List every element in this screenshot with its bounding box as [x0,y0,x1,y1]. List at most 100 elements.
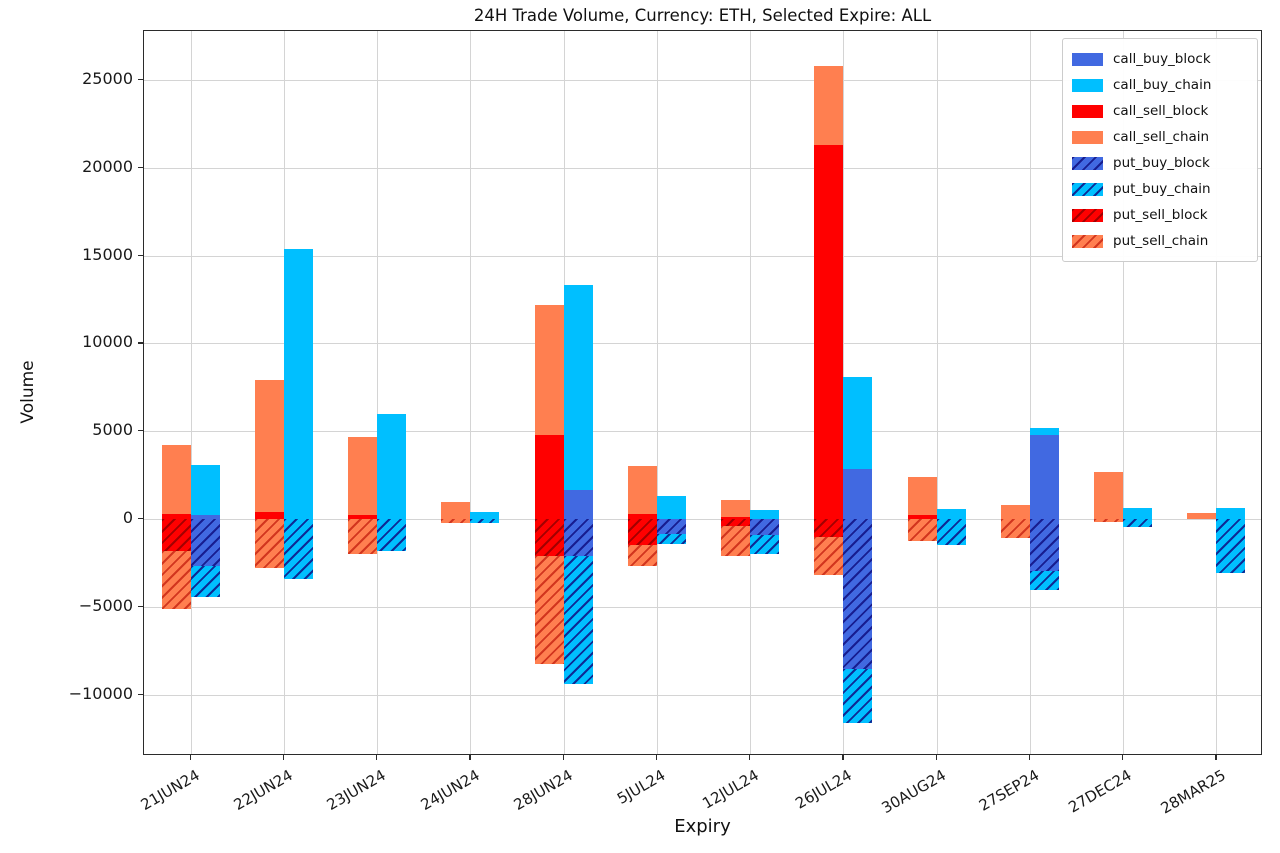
y-tick-mark [138,342,143,344]
legend-label: put_sell_block [1113,207,1208,223]
bar-segment-call_buy_chain [843,376,873,469]
bar-segment-put_sell_block [814,519,844,538]
bar-segment-call_buy_block [843,468,873,519]
bar-segment-call_sell_chain [907,476,937,515]
gridline-horizontal [144,431,1261,433]
bar-segment-put_buy_chain [1029,570,1059,591]
x-tick-label: 24JUN24 [417,766,483,814]
gridline-horizontal [144,80,1261,82]
x-tick-mark [282,755,285,760]
x-tick-label: 28MAR25 [1157,766,1229,818]
bar-segment-put_sell_block [627,519,657,546]
bar-segment-call_sell_chain [627,466,657,514]
bar-segment-call_sell_block [348,514,378,519]
bar-segment-call_sell_block [814,145,844,519]
bar-segment-call_sell_chain [348,437,378,515]
gridline-horizontal [144,255,1261,257]
y-tick-mark [138,79,143,81]
legend-entry-put_sell_chain: put_sell_chain [1072,228,1248,254]
bar-segment-call_sell_chain [814,66,844,146]
x-tick-label: 21JUN24 [137,766,203,814]
legend-swatch-call_sell_block [1072,104,1103,118]
x-tick-label: 27DEC24 [1065,766,1136,817]
bar-segment-put_sell_block [534,519,564,556]
bar-segment-put_buy_chain [750,534,780,555]
gridline-vertical [1216,31,1218,754]
x-tick-label: 27SEP24 [975,766,1042,815]
bar-segment-call_buy_chain [656,496,686,519]
bar-segment-call_sell_chain [161,445,191,514]
y-tick-label: 15000 [82,244,133,264]
y-tick-mark [138,430,143,432]
legend-entry-call_sell_block: call_sell_block [1072,98,1248,124]
legend-label: call_sell_chain [1113,129,1210,145]
bar-segment-put_sell_chain [627,545,657,566]
x-tick-mark [655,755,658,760]
bar-segment-put_buy_block [190,519,220,567]
bar-segment-call_buy_chain [1216,508,1246,519]
x-tick-mark [469,755,471,760]
y-tick-label: 5000 [92,420,133,440]
bar-segment-call_sell_block [534,434,564,519]
legend-label: put_buy_block [1113,155,1210,171]
bar-segment-put_sell_chain [534,555,564,664]
legend-entry-put_sell_block: put_sell_block [1072,202,1248,228]
legend-entry-call_buy_block: call_buy_block [1072,46,1248,72]
x-tick-mark [842,755,844,760]
bar-segment-call_buy_chain [1029,427,1059,435]
legend-swatch-put_sell_chain [1072,234,1103,248]
y-tick-label: 10000 [82,332,133,352]
x-tick-mark [562,755,564,760]
x-tick-mark [935,755,937,760]
bar-segment-call_sell_chain [534,304,564,435]
bar-segment-call_buy_chain [190,464,220,515]
legend-label: put_buy_chain [1113,181,1211,197]
legend-label: call_buy_chain [1113,77,1212,93]
bar-segment-call_sell_chain [721,499,751,518]
bar-segment-call_buy_block [190,514,220,519]
bar-segment-put_buy_chain [377,519,407,551]
legend-swatch-call_buy_chain [1072,78,1103,92]
y-tick-label: −10000 [68,683,133,703]
bar-segment-put_buy_chain [1123,519,1153,527]
y-tick-label: 0 [122,508,133,527]
y-tick-mark [138,254,143,256]
gridline-horizontal [144,167,1261,169]
x-tick-mark [1122,755,1124,760]
gridline-vertical [1123,31,1125,754]
bar-segment-call_buy_chain [377,413,407,519]
x-tick-label: 26JUL24 [792,766,856,813]
gridline-horizontal [144,343,1261,345]
legend-swatch-call_sell_chain [1072,130,1103,144]
bar-segment-call_sell_chain [1000,504,1030,519]
bar-segment-call_sell_chain [1187,512,1217,519]
bar-segment-put_sell_chain [907,519,937,541]
x-tick-label: 22JUN24 [230,766,296,814]
y-tick-mark [138,605,143,607]
y-tick-label: −5000 [78,595,133,615]
bar-segment-call_sell_block [907,514,937,519]
x-tick-label: 28JUN24 [510,766,576,814]
gridline-vertical [377,31,379,754]
bar-segment-call_sell_chain [254,380,284,512]
gridline-vertical [656,31,658,754]
legend-label: call_sell_block [1113,103,1209,119]
legend: call_buy_block call_buy_chain call_sell_bl… [1062,38,1258,262]
bar-segment-put_sell_chain [161,550,191,609]
bar-segment-put_buy_chain [470,519,500,524]
legend-swatch-call_buy_block [1072,52,1103,66]
bar-segment-put_buy_chain [843,669,873,723]
bar-segment-put_buy_block [656,519,686,534]
bar-segment-call_buy_chain [936,509,966,519]
legend-label: call_buy_block [1113,51,1211,67]
bar-segment-put_sell_chain [814,537,844,576]
bar-segment-put_buy_chain [936,519,966,546]
bar-segment-put_buy_block [750,519,780,535]
y-tick-label: 20000 [82,156,133,176]
legend-swatch-put_buy_block [1072,156,1103,170]
gridline-horizontal [144,519,1261,520]
bar-segment-call_sell_chain [441,502,471,519]
x-tick-label: 23JUN24 [323,766,390,814]
x-tick-mark [1215,755,1217,760]
